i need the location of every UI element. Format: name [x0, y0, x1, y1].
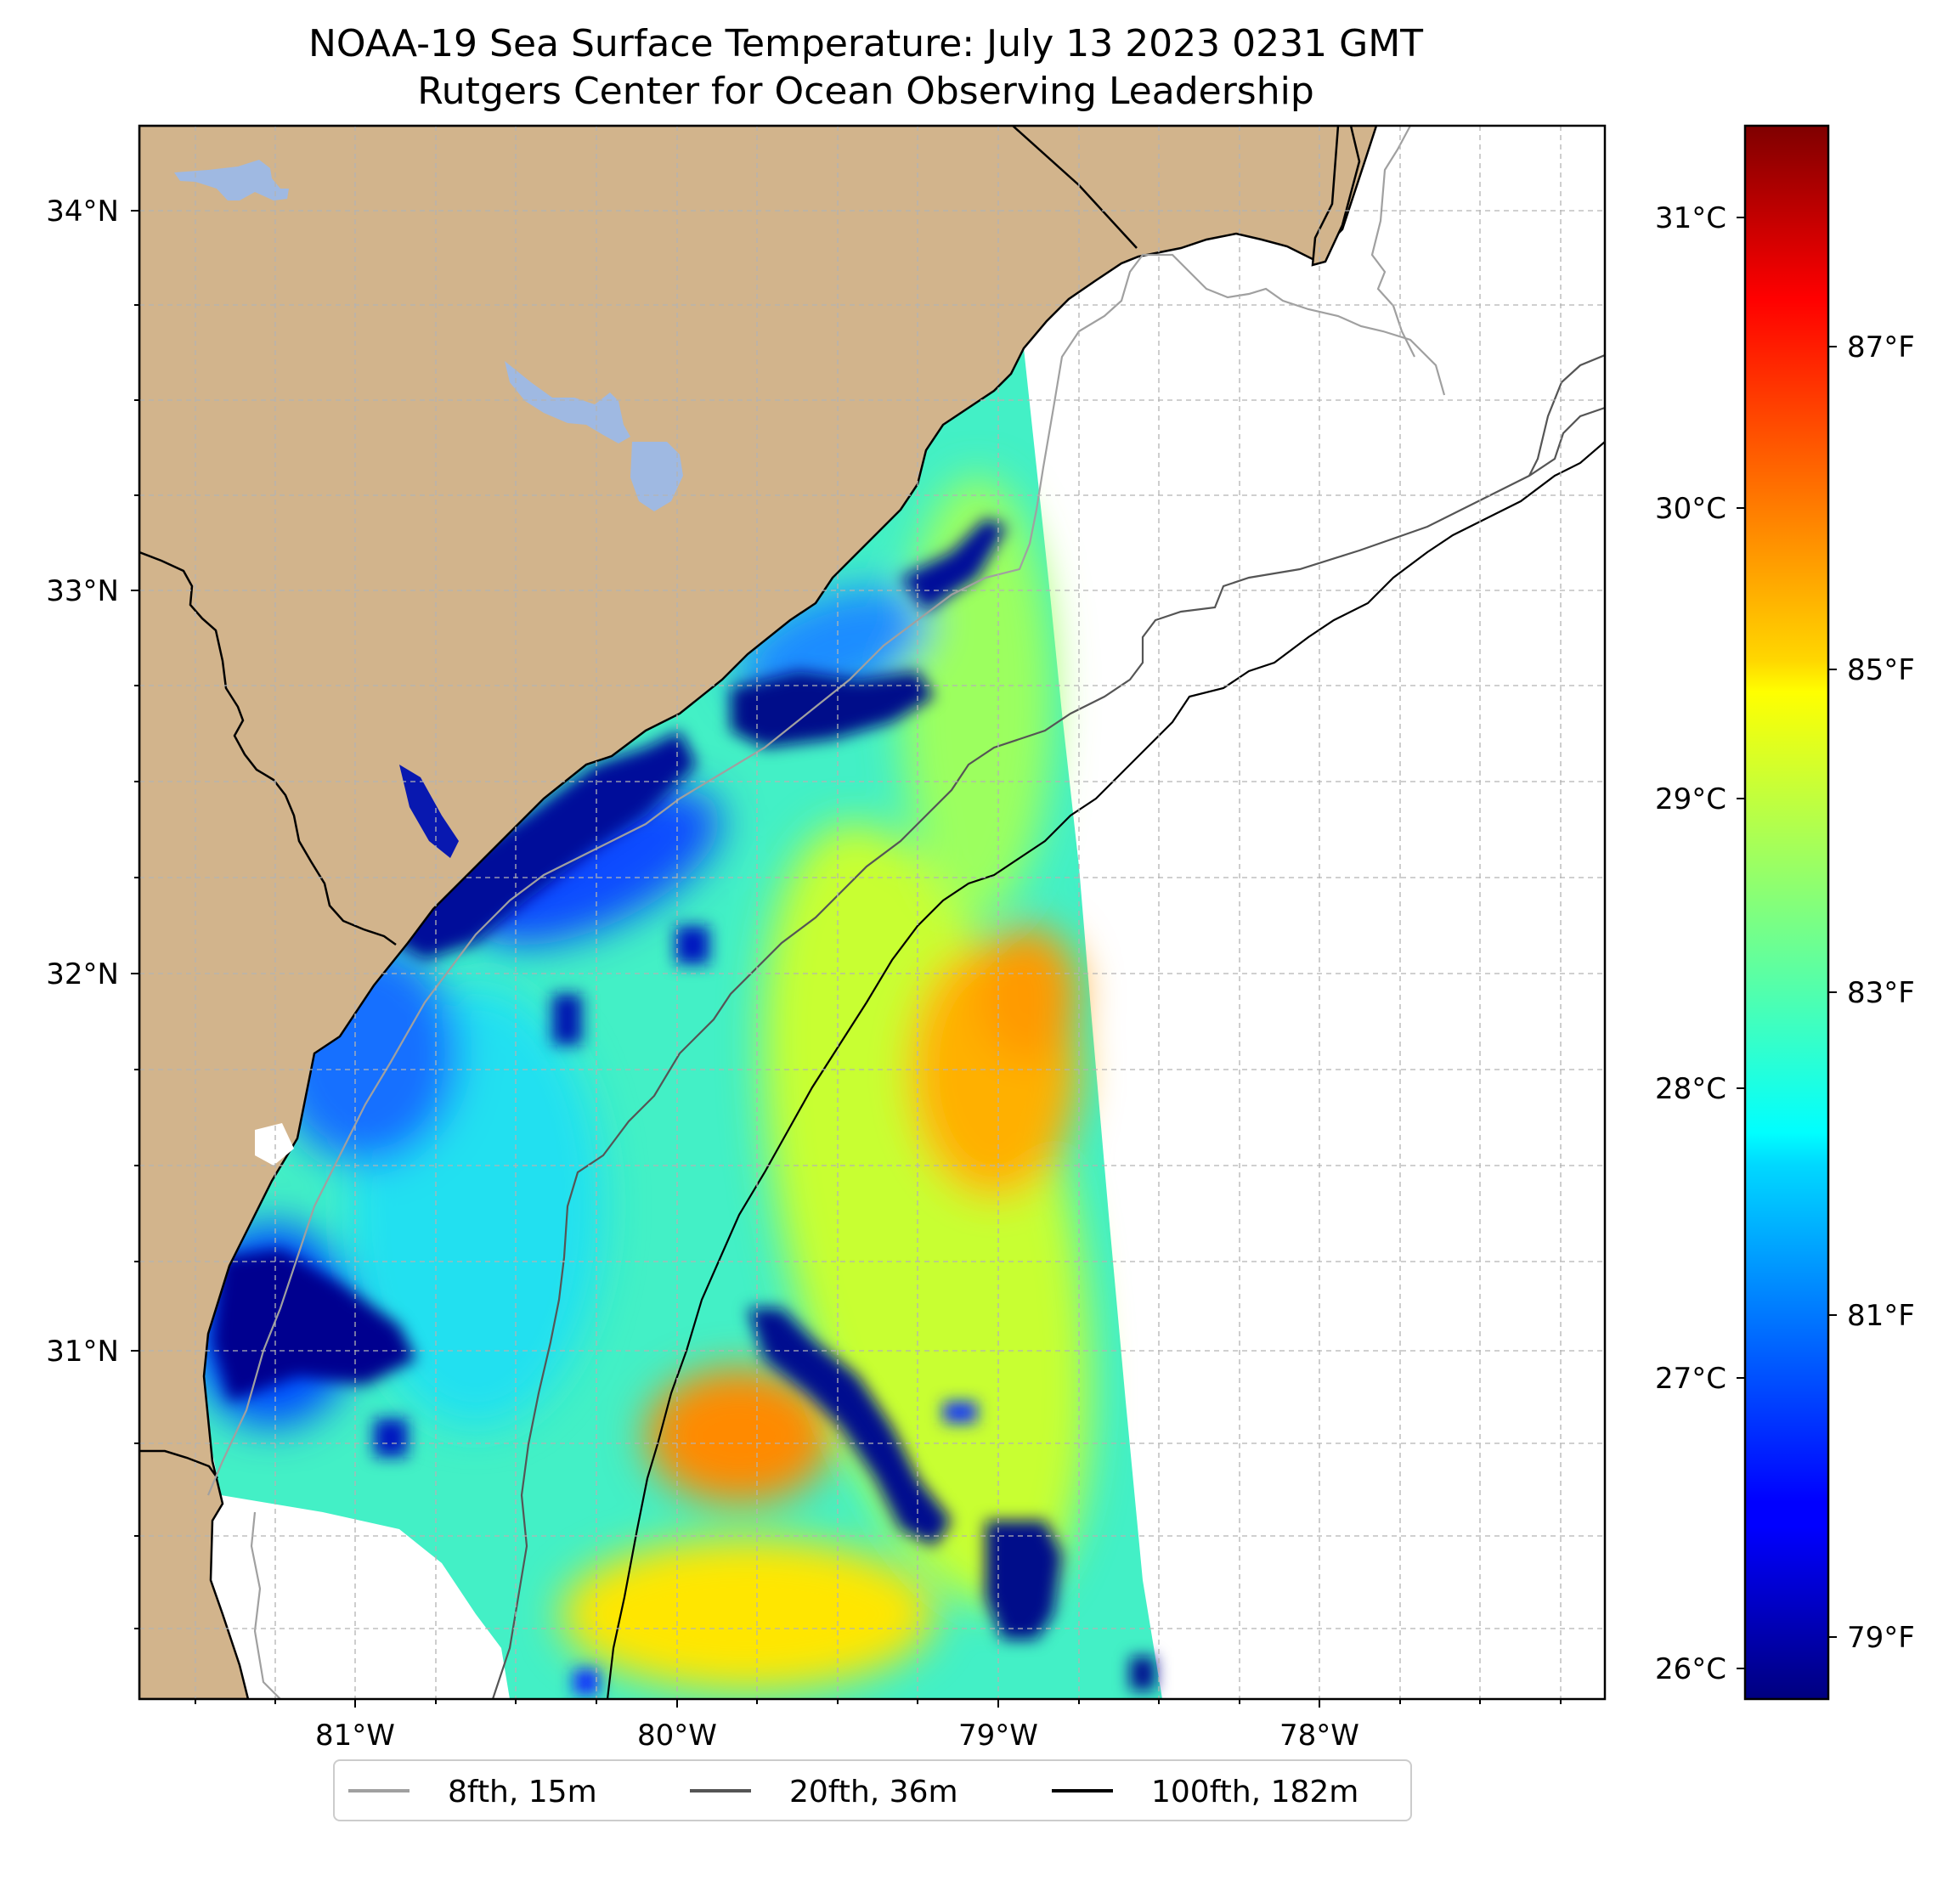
legend-label-20fth: 20fth, 36m: [789, 1775, 958, 1809]
colorbar-fahrenheit-label: 81°F: [1847, 1299, 1915, 1333]
lon-label: 81°W: [315, 1719, 395, 1753]
cold-eddy-south: [986, 1521, 1062, 1640]
cold-water-georgia: [212, 1249, 416, 1402]
colorbar-fahrenheit-label: 79°F: [1847, 1621, 1915, 1655]
lake-hartwell-area: [174, 160, 289, 200]
cold-patch-shelf-5: [943, 1402, 977, 1423]
colorbar-celsius-label: 29°C: [1655, 782, 1726, 816]
legend: 8fth, 15m 20fth, 36m 100fth, 182m: [333, 1759, 1412, 1821]
warm-core-east-2: [977, 926, 1079, 1062]
isobath-8fth-nc: [1370, 126, 1415, 358]
state-border-ga-fl: [139, 1449, 219, 1479]
isobath-100fth: [606, 441, 1605, 1699]
cold-water-sc-coast: [382, 731, 697, 960]
colorbar-celsius-label: 27°C: [1655, 1362, 1726, 1396]
colorbar-celsius-label: 30°C: [1655, 492, 1726, 526]
sst-swath: [187, 348, 1162, 1699]
estuary-sc: [399, 765, 459, 858]
cold-patch-nearshore-sc: [901, 518, 1007, 612]
legend-box: [333, 1759, 1412, 1821]
lon-label: 80°W: [637, 1719, 717, 1753]
colorbar-gradient: [1743, 124, 1830, 1701]
lat-label: 34°N: [46, 195, 119, 229]
land: [139, 126, 1378, 1699]
lake-moultrie: [630, 442, 683, 511]
sst-cold-features: [212, 518, 1155, 1695]
lat-label: 31°N: [46, 1335, 119, 1369]
lat-label: 32°N: [46, 957, 119, 991]
axis-ticks: [131, 210, 1562, 1708]
lat-label: 33°N: [46, 574, 119, 608]
isobath-8fth: [206, 126, 1446, 1699]
cold-patch-shelf-3: [552, 994, 582, 1045]
cold-patch-shelf-4: [374, 1419, 408, 1457]
state-border-ga-sc: [139, 550, 397, 946]
legend-label-8fth: 8fth, 15m: [448, 1775, 597, 1809]
isobath-20fth-nc: [1528, 353, 1605, 477]
cold-patch-shelf-2: [675, 926, 709, 964]
colorbar-celsius-label: 28°C: [1655, 1072, 1726, 1106]
warm-band-south: [561, 1538, 935, 1691]
nearshore-blue-north: [469, 788, 720, 946]
warm-patch-south: [646, 1368, 833, 1504]
colorbar-celsius-label: 26°C: [1655, 1652, 1726, 1686]
isobath-8fth-fl: [250, 1511, 281, 1699]
land-outer-banks: [1311, 126, 1361, 267]
isobath-20fth: [491, 353, 1605, 1699]
map-area: [139, 126, 1605, 1699]
map-subtitle: Rutgers Center for Ocean Observing Leade…: [417, 70, 1314, 113]
isobath-20fth-shelf: [491, 406, 1605, 1699]
lon-label: 79°W: [958, 1719, 1038, 1753]
cold-filament-south: [748, 1308, 952, 1546]
cold-patch-shelf-1: [731, 671, 935, 748]
colorbar-fahrenheit-label: 87°F: [1847, 330, 1915, 364]
lon-label: 78°W: [1279, 1719, 1359, 1753]
colorbar-celsius-label: 31°C: [1655, 201, 1726, 235]
colorbar-fahrenheit-label: 85°F: [1847, 653, 1915, 687]
isobath-8fth-shelf: [206, 253, 1446, 1496]
map-title: NOAA-19 Sea Surface Temperature: July 13…: [308, 22, 1423, 65]
cold-patch-south-2: [573, 1669, 599, 1695]
cold-patch-northeast: [1130, 1657, 1155, 1691]
lake-marion: [505, 361, 630, 443]
colorbar: 31°C 30°C 29°C 28°C 27°C 26°C 87°F 85°F …: [1655, 124, 1915, 1701]
colorbar-fahrenheit-ticks: [1828, 346, 1837, 1638]
estuary-georgia: [255, 1123, 294, 1166]
colorbar-celsius-ticks: [1737, 217, 1745, 1669]
gridlines: [139, 126, 1605, 1699]
colorbar-fahrenheit-label: 83°F: [1847, 976, 1915, 1010]
map-frame: [138, 124, 1607, 1701]
legend-label-100fth: 100fth, 182m: [1151, 1775, 1358, 1809]
